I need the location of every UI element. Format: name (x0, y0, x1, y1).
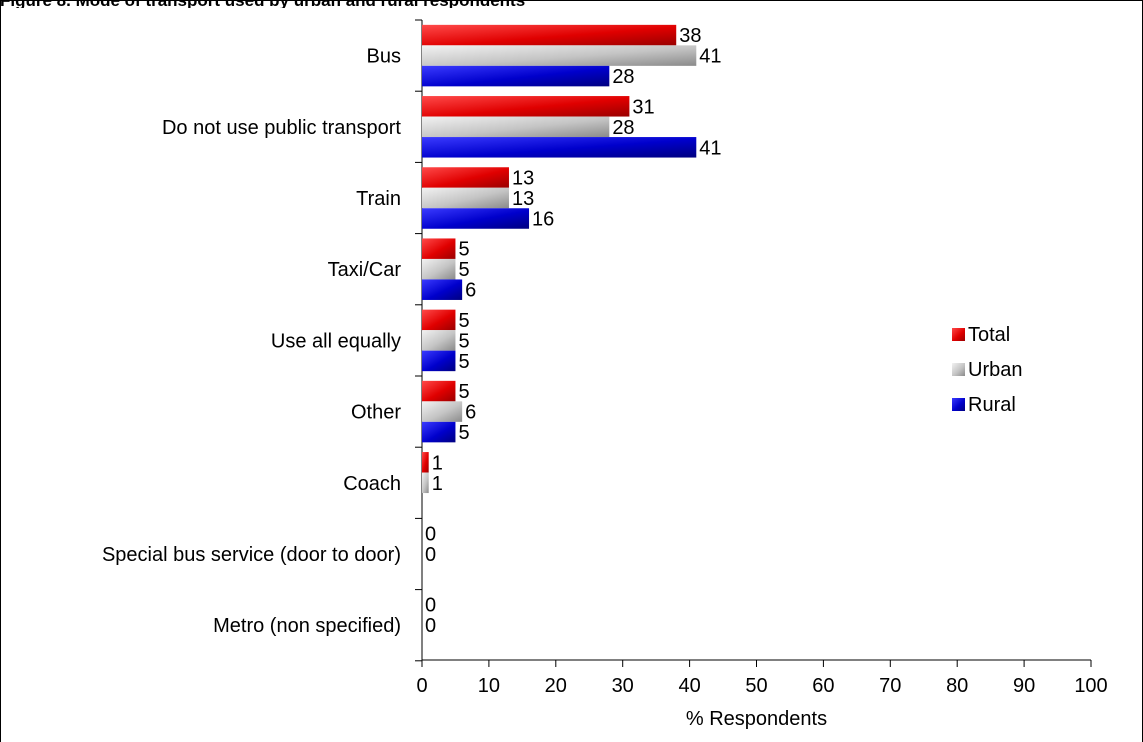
data-label: 5 (458, 330, 469, 352)
category-label: Use all equally (271, 330, 401, 352)
data-label: 5 (458, 310, 469, 332)
data-label: 5 (458, 422, 469, 444)
bar-total (422, 452, 429, 473)
data-label: 5 (458, 239, 469, 261)
x-tick-label: 50 (745, 675, 767, 697)
category-label: Do not use public transport (162, 117, 401, 139)
legend-label: Urban (968, 359, 1022, 381)
legend-swatch-total (952, 328, 965, 341)
data-label: 5 (458, 381, 469, 403)
x-tick-label: 0 (416, 675, 427, 697)
bar-urban (422, 258, 456, 280)
data-label: 38 (679, 25, 701, 47)
chart-title: Figure 8. Mode of transport used by urba… (0, 0, 525, 8)
data-label: 28 (612, 117, 634, 139)
data-label: 1 (432, 452, 443, 474)
data-label: 13 (512, 188, 534, 210)
x-tick-label: 20 (545, 675, 567, 697)
x-tick-label: 60 (812, 675, 834, 697)
bar-rural (422, 350, 456, 372)
data-label: 41 (699, 137, 721, 159)
bar-rural (422, 65, 610, 87)
bar-total (422, 24, 677, 46)
x-tick-label: 70 (879, 675, 901, 697)
category-label: Coach (343, 473, 401, 495)
x-axis-title: % Respondents (686, 708, 827, 730)
bar-total (422, 238, 456, 259)
bar-urban (422, 330, 456, 351)
data-label: 5 (458, 351, 469, 373)
bar-rural (422, 279, 463, 300)
data-label: 0 (425, 615, 436, 637)
data-label: 28 (612, 66, 634, 88)
x-tick-label: 80 (946, 675, 968, 697)
bar-rural (422, 421, 456, 443)
category-label: Taxi/Car (328, 259, 402, 281)
legend-swatch-rural (952, 398, 965, 411)
data-label: 13 (512, 168, 534, 190)
data-label: 1 (432, 473, 443, 495)
data-label: 41 (699, 46, 721, 68)
category-label: Special bus service (door to door) (102, 544, 401, 566)
bar-total (422, 96, 630, 117)
category-label: Other (351, 402, 401, 424)
bar-total (422, 380, 456, 402)
data-label: 16 (532, 209, 554, 231)
bar-urban (422, 45, 697, 66)
legend-swatch-urban (952, 363, 965, 376)
legend: Total Urban Rural (952, 324, 1022, 416)
data-label: 31 (632, 96, 654, 118)
x-tick-label: 40 (678, 675, 700, 697)
bar-urban (422, 116, 610, 138)
bar-urban (422, 472, 429, 494)
data-label: 0 (425, 544, 436, 566)
category-label: Train (356, 188, 401, 210)
category-label: Bus (367, 46, 401, 68)
data-label: 0 (425, 524, 436, 546)
data-label: 6 (465, 280, 476, 302)
bar-total (422, 167, 509, 188)
bar-total (422, 309, 456, 331)
category-label: Metro (non specified) (213, 615, 401, 637)
data-label: 0 (425, 595, 436, 617)
bar-urban (422, 187, 509, 209)
legend-label: Total (968, 324, 1010, 346)
bar-urban (422, 401, 463, 422)
bar-rural (422, 137, 697, 158)
legend-label: Rural (968, 394, 1016, 416)
bar-rural (422, 208, 530, 229)
data-label: 6 (465, 402, 476, 424)
x-tick-label: 100 (1074, 675, 1107, 697)
x-tick-label: 90 (1013, 675, 1035, 697)
data-label: 5 (458, 259, 469, 281)
x-tick-label: 30 (612, 675, 634, 697)
x-tick-label: 10 (478, 675, 500, 697)
